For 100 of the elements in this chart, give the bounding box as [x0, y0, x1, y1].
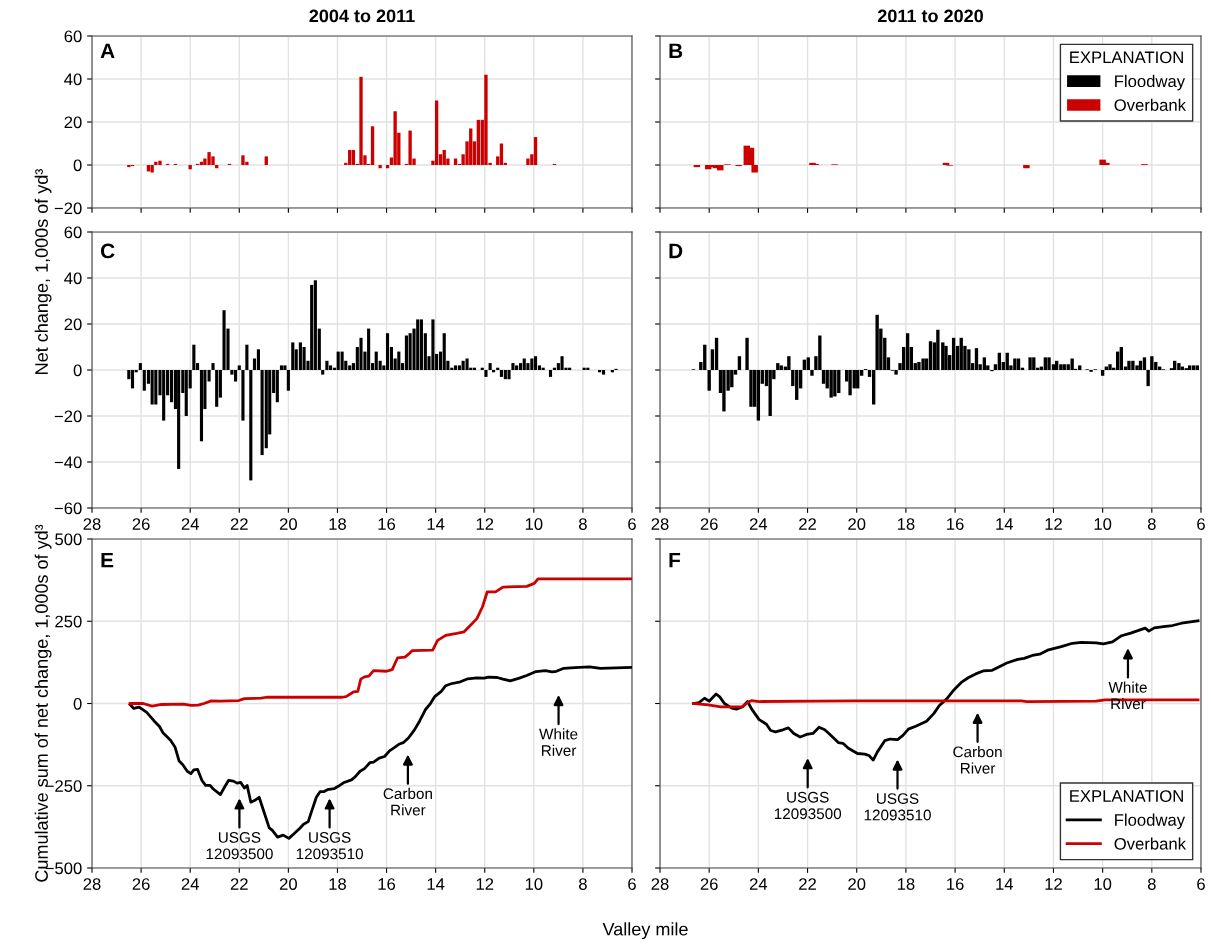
bar — [484, 370, 488, 377]
line-series — [128, 577, 632, 708]
annotation: A — [100, 43, 115, 58]
bar — [1135, 365, 1139, 370]
bar — [465, 358, 469, 370]
legend-label: Floodway — [1115, 813, 1186, 830]
bar — [917, 361, 921, 370]
x-tick-label: 26 — [700, 518, 718, 530]
bar — [283, 365, 287, 370]
bar — [1016, 358, 1021, 370]
bar — [1028, 357, 1032, 370]
bar — [416, 319, 420, 370]
x-tick-label: 12 — [1045, 518, 1062, 530]
bar — [150, 370, 154, 405]
bar — [1142, 357, 1147, 370]
bar — [848, 370, 852, 396]
bar — [503, 370, 507, 380]
x-tick-label: 10 — [525, 878, 543, 890]
legend-label: Overbank — [1114, 837, 1187, 850]
y-tick-label: 20 — [64, 318, 82, 331]
bar — [810, 370, 814, 376]
bar — [340, 351, 344, 370]
bar — [237, 365, 241, 370]
x-tick-label: 8 — [1147, 518, 1156, 530]
bar — [351, 149, 356, 165]
bar — [419, 319, 423, 370]
bar — [974, 348, 979, 370]
x-tick-label: 28 — [83, 518, 101, 530]
bar — [431, 319, 435, 370]
bar — [453, 365, 458, 370]
bar — [936, 329, 940, 370]
bar — [1103, 162, 1110, 165]
bar — [1070, 358, 1074, 370]
bar — [1062, 364, 1066, 370]
bar — [818, 335, 822, 370]
bar — [249, 370, 253, 481]
bar — [313, 280, 317, 370]
bar — [215, 370, 219, 407]
x-tick-label: 16 — [947, 518, 964, 530]
bar — [241, 370, 245, 421]
x-axis-title: Valley mile — [602, 922, 688, 940]
bar — [749, 370, 753, 407]
x-tick-label: 22 — [230, 878, 248, 890]
bar — [370, 126, 375, 165]
bar — [325, 360, 329, 370]
bar — [329, 365, 333, 370]
bar — [142, 370, 146, 391]
y-tick-label: 0 — [73, 159, 82, 172]
x-tick-label: 20 — [279, 878, 297, 890]
bar — [1146, 370, 1150, 387]
bar — [207, 370, 211, 382]
x-tick-label: 26 — [132, 878, 150, 890]
x-tick-label: 6 — [1197, 878, 1205, 890]
annotation: B — [669, 43, 683, 58]
bar — [385, 333, 390, 370]
bar — [737, 356, 742, 370]
bar — [1100, 370, 1105, 376]
bar — [130, 370, 135, 389]
x-tick-label: 22 — [799, 518, 816, 530]
bar — [378, 165, 382, 169]
bar — [192, 344, 196, 370]
bar — [548, 370, 553, 377]
bar — [158, 160, 162, 165]
y-tick-label: −40 — [54, 456, 82, 469]
bar — [408, 130, 412, 165]
x-tick-label: 14 — [427, 518, 445, 530]
bar — [291, 342, 295, 370]
x-tick-label: 14 — [996, 878, 1014, 890]
x-tick-label: 16 — [378, 518, 396, 530]
bar — [821, 370, 826, 384]
annotation: C — [100, 243, 115, 259]
bar — [234, 370, 238, 382]
x-tick-label: 16 — [947, 878, 964, 890]
bar — [787, 356, 791, 370]
bar — [199, 370, 204, 442]
bar — [707, 370, 711, 391]
bar — [408, 333, 412, 370]
bar — [275, 370, 279, 403]
annotation: Carbon River — [953, 746, 1002, 774]
x-tick-label: 16 — [378, 878, 396, 890]
x-tick-label: 10 — [1094, 878, 1112, 890]
bar — [507, 370, 511, 380]
legend-title: EXPLANATION — [1070, 790, 1183, 802]
x-tick-label: 14 — [996, 518, 1014, 530]
bar — [138, 363, 142, 370]
y-tick-label: 0 — [73, 697, 82, 710]
annotation: White River — [539, 728, 578, 756]
x-tick-label: 8 — [1147, 878, 1156, 890]
x-tick-label: 10 — [525, 518, 543, 530]
bar — [222, 310, 226, 370]
bar — [1023, 165, 1030, 169]
bar — [905, 333, 910, 370]
x-tick-label: 8 — [579, 878, 587, 890]
bar — [310, 284, 314, 370]
x-tick-label: 6 — [628, 878, 636, 890]
y-tick-label: 60 — [64, 226, 82, 239]
bar — [359, 337, 363, 370]
x-tick-label: 26 — [700, 878, 718, 890]
annotation: White River — [1108, 681, 1147, 710]
bar — [286, 370, 290, 391]
